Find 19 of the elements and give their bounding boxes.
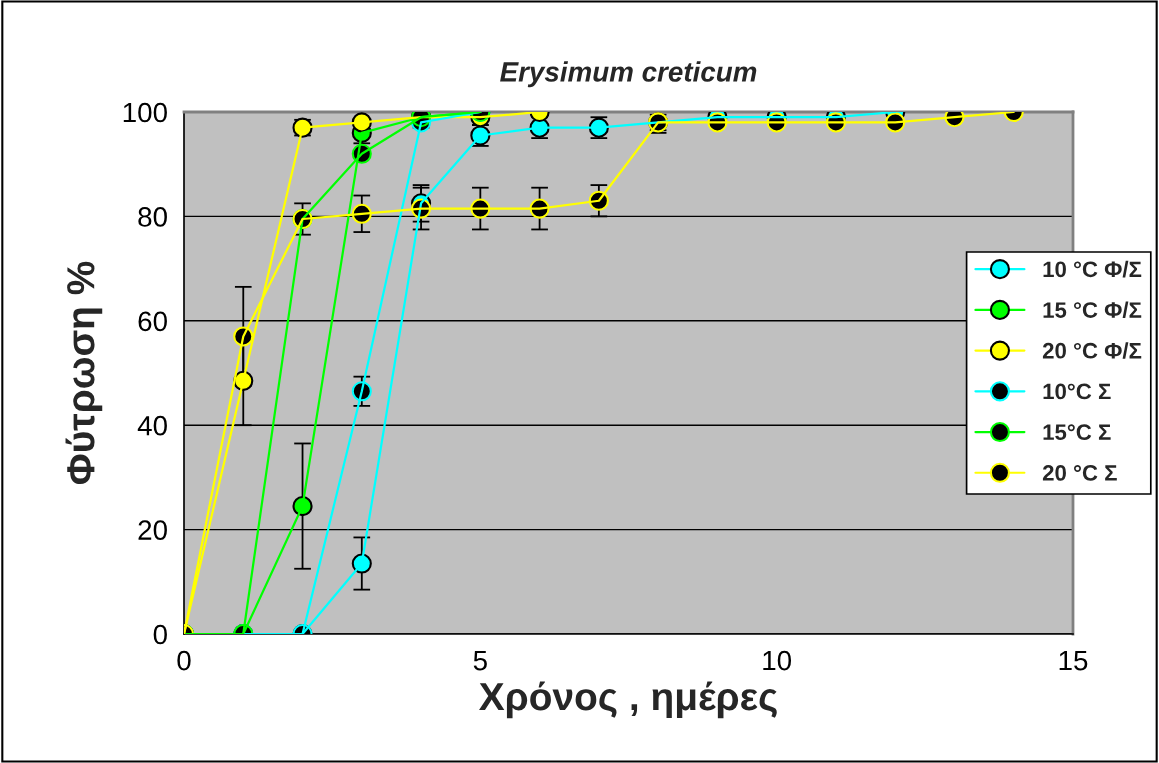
- legend-label: 20 °C Φ/Σ: [1042, 342, 1142, 359]
- y-tick-label: 80: [138, 207, 167, 227]
- x-tick-label: 15: [1059, 650, 1088, 671]
- y-axis-title: Φύτρωση %: [65, 261, 103, 485]
- legend-label: 10°C Σ: [1043, 383, 1111, 400]
- legend-label: 10 °C Φ/Σ: [1043, 260, 1142, 278]
- y-tick-label: 0: [153, 624, 167, 645]
- y-tick-label: 100: [123, 102, 167, 123]
- y-tick-label: 40: [137, 415, 167, 436]
- x-axis-title: Χρόνος , ημέρες: [479, 681, 777, 719]
- y-tick-label: 60: [138, 311, 167, 332]
- legend-label: 15°C Σ: [1043, 424, 1111, 441]
- x-tick-label: 10: [763, 650, 792, 671]
- chart-title: Erysimum creticum: [500, 61, 757, 88]
- x-tick-label: 0: [177, 650, 191, 671]
- y-tick-label: 20: [138, 520, 167, 540]
- legend-label: 15 °C Φ/Σ: [1043, 301, 1142, 319]
- legend-label: 20 °C Σ: [1042, 465, 1117, 481]
- x-tick-label: 5: [473, 650, 487, 671]
